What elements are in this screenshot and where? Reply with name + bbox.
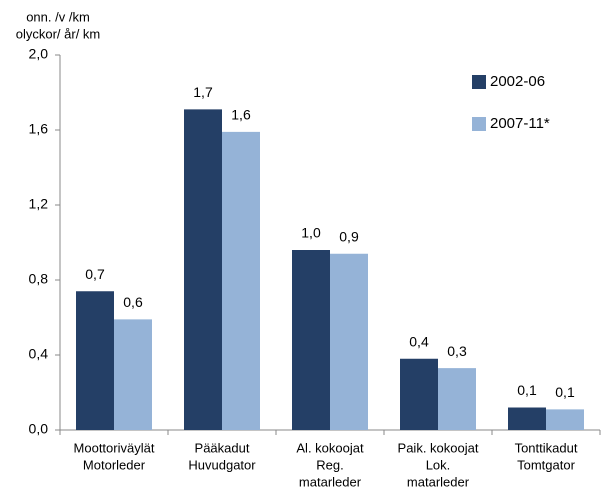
bar <box>438 368 476 430</box>
x-tick-label: Tonttikadut <box>515 440 578 455</box>
y-axis-label: olyckor/ år/ km <box>16 26 101 41</box>
bar <box>76 291 114 430</box>
data-label: 0,1 <box>517 382 537 398</box>
data-label: 0,9 <box>339 228 359 244</box>
y-tick-label: 2,0 <box>29 46 49 62</box>
data-label: 1,6 <box>231 107 251 123</box>
bar <box>292 250 330 430</box>
x-tick-label: Al. kokoojat <box>296 440 364 455</box>
y-tick-label: 0,0 <box>29 421 49 437</box>
bar <box>330 253 368 430</box>
bar <box>114 319 152 430</box>
x-tick-label: Pääkadut <box>195 440 250 455</box>
x-tick-label: Huvudgator <box>188 457 256 472</box>
x-tick-label: matarleder <box>407 474 470 489</box>
data-label: 1,0 <box>301 225 321 241</box>
bar <box>508 407 546 430</box>
bar <box>546 409 584 430</box>
x-tick-label: Moottoriväylät <box>74 440 155 455</box>
x-tick-label: Motorleder <box>83 457 146 472</box>
y-tick-label: 1,6 <box>29 121 49 137</box>
data-label: 1,7 <box>193 84 213 100</box>
data-label: 0,3 <box>447 343 467 359</box>
legend-label: 2007-11* <box>490 115 550 132</box>
x-tick-label: Lok. <box>426 457 451 472</box>
legend-swatch <box>472 75 486 89</box>
data-label: 0,6 <box>123 294 143 310</box>
x-tick-label: matarleder <box>299 474 362 489</box>
bar <box>184 109 222 430</box>
legend-swatch <box>472 117 486 131</box>
data-label: 0,7 <box>85 266 105 282</box>
bar <box>222 131 260 430</box>
y-tick-label: 0,8 <box>29 271 49 287</box>
y-tick-label: 1,2 <box>29 196 49 212</box>
y-axis-label: onn. /v /km <box>26 9 90 24</box>
x-tick-label: Paik. kokoojat <box>398 440 479 455</box>
legend-label: 2002-06 <box>490 73 545 90</box>
x-tick-label: Reg. <box>316 457 343 472</box>
x-tick-label: Tomtgator <box>517 457 575 472</box>
y-tick-label: 0,4 <box>29 346 49 362</box>
data-label: 0,4 <box>409 333 429 349</box>
bar <box>400 358 438 430</box>
data-label: 0,1 <box>555 384 575 400</box>
